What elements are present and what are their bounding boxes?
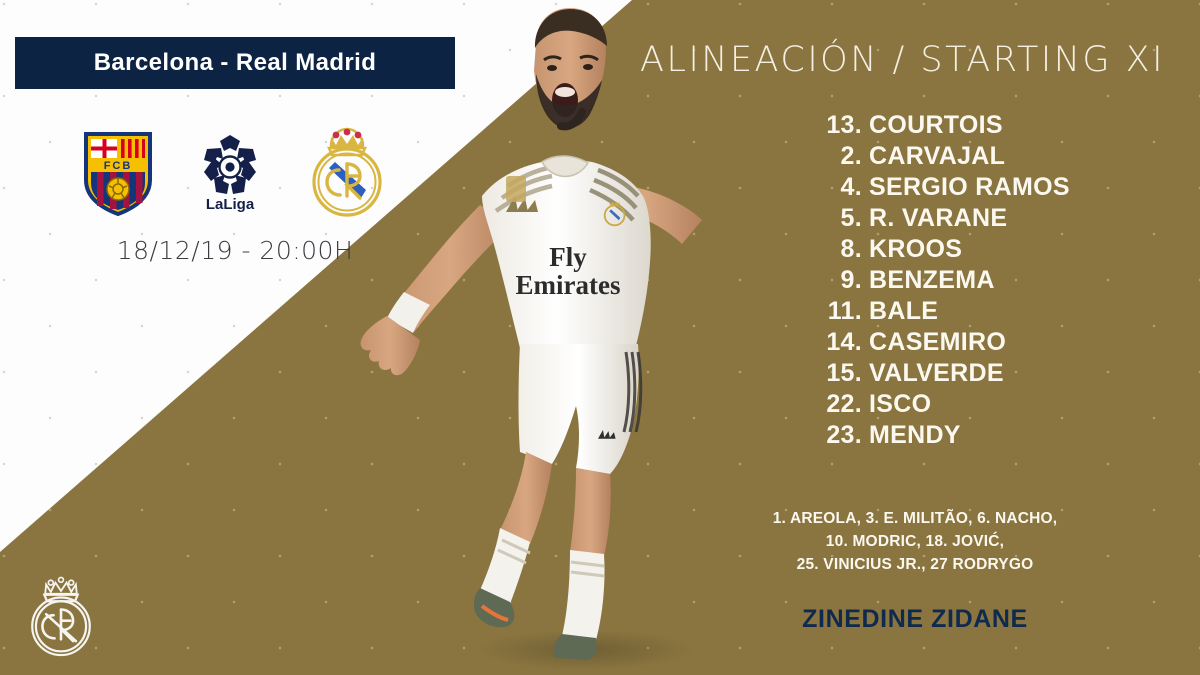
starting-xi-list: 13. COURTOIS 2. CARVAJAL 4. SERGIO RAMOS 5.… (700, 110, 1160, 451)
substitutes-line: 1. AREOLA, 3. E. MILITÃO, 6. NACHO, (772, 510, 1058, 527)
player-name: BALE (869, 297, 939, 325)
player-name: VALVERDE (869, 359, 1004, 387)
player-number: 15. (826, 359, 862, 387)
player-name: CARVAJAL (869, 142, 1006, 170)
svg-text:Emirates: Emirates (516, 270, 621, 300)
player-name: KROOS (869, 235, 963, 263)
list-item: 4. SERGIO RAMOS (818, 172, 1070, 203)
list-item: 5. R. VARANE (818, 203, 1042, 234)
player-number: 4. (840, 173, 862, 201)
coach-name: ZINEDINE ZIDANE (802, 605, 1028, 633)
player-name: SERGIO RAMOS (869, 173, 1070, 201)
list-item: 2. CARVAJAL (818, 141, 1042, 172)
real-madrid-crest-watermark-icon (31, 576, 91, 657)
player-name: CASEMIRO (869, 328, 1007, 356)
list-item: 8. KROOS (818, 234, 1042, 265)
svg-text:FCB: FCB (104, 160, 133, 172)
badges-row: FCB (15, 112, 455, 232)
player-number: 9. (840, 266, 862, 294)
player-name: MENDY (869, 421, 961, 449)
list-item: 14. CASEMIRO (818, 327, 1042, 358)
substitutes-list: 1. AREOLA, 3. E. MILITÃO, 6. NACHO, 10. … (700, 507, 1130, 576)
real-madrid-crest-icon (312, 127, 382, 217)
list-item: 9. BENZEMA (818, 265, 1042, 296)
fc-barcelona-crest-icon: FCB (84, 132, 152, 216)
player-number: 13. (826, 111, 862, 139)
list-item: 15. VALVERDE (818, 358, 1042, 389)
lineup-heading: ALINEACIÓN / STARTING XI (640, 40, 1165, 80)
player-number: 8. (840, 235, 862, 263)
list-item: 23. MENDY (818, 420, 1042, 451)
list-item: 11. BALE (818, 296, 1042, 327)
svg-text:Fly: Fly (549, 242, 587, 272)
kickoff-datetime: 18/12/19 - 20:00H (116, 236, 354, 265)
player-number: 23. (826, 421, 862, 449)
player-name: BENZEMA (869, 266, 995, 294)
list-item: 22. ISCO (818, 389, 1042, 420)
player-photo-benzema: Fly Emirates (360, 8, 702, 670)
player-name: COURTOIS (869, 111, 1003, 139)
player-number: 14. (826, 328, 862, 356)
substitutes-line: 25. VINICIUS JR., 27 RODRYGO (796, 556, 1034, 573)
player-number: 22. (826, 390, 862, 418)
player-number: 11. (827, 297, 862, 325)
player-number: 5. (840, 204, 862, 232)
match-title-bar: Barcelona - Real Madrid (15, 37, 455, 89)
svg-text:LaLiga: LaLiga (206, 196, 255, 213)
match-title: Barcelona - Real Madrid (93, 49, 377, 76)
laliga-logo-icon: LaLiga (204, 135, 256, 213)
player-name: ISCO (869, 390, 932, 418)
list-item: 13. COURTOIS (818, 110, 1042, 141)
player-name: R. VARANE (869, 204, 1008, 232)
player-number: 2. (840, 142, 862, 170)
substitutes-line: 10. MODRIC, 18. JOVIĆ, (825, 533, 1005, 550)
